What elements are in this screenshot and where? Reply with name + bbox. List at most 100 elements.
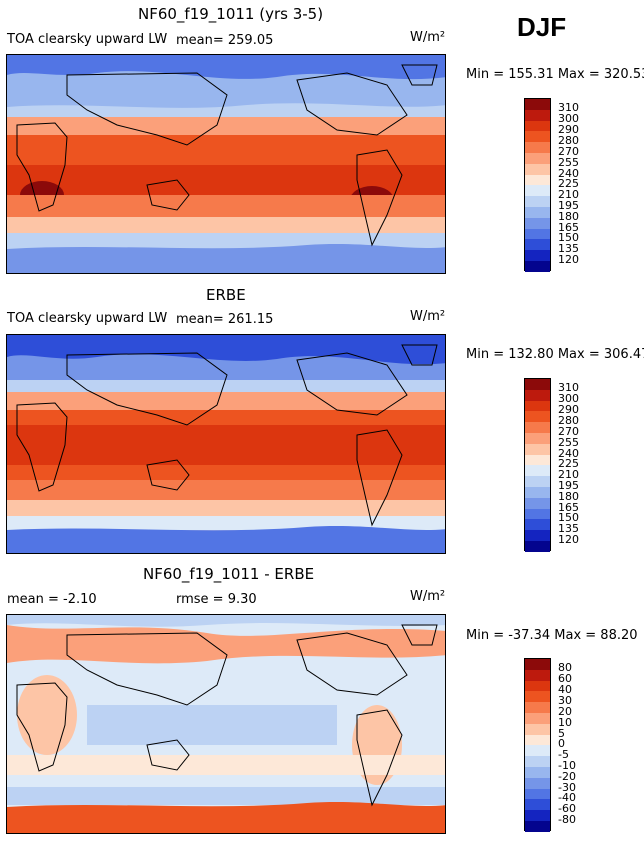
colorbar-2-swatch — [525, 422, 550, 433]
colorbar-2-swatch — [525, 497, 550, 509]
colorbar-2-swatch — [525, 508, 550, 520]
colorbar-3-tick: -5 — [558, 748, 569, 761]
colorbar-1-tick: 290 — [558, 123, 579, 136]
colorbar-1-tick: 120 — [558, 253, 579, 266]
colorbar-3-swatch — [525, 691, 550, 703]
colorbar-1-swatch — [525, 185, 550, 197]
colorbar-2-tick: 165 — [558, 501, 579, 514]
panel-3-mean: mean = -2.10 — [7, 592, 97, 607]
colorbar-1-tick: 135 — [558, 242, 579, 255]
colorbar-3-swatch — [525, 723, 550, 735]
colorbar-1-swatch — [525, 250, 550, 261]
colorbar-2-swatch — [525, 411, 550, 423]
colorbar-1-swatch — [525, 228, 550, 240]
colorbar-2-tick: 120 — [558, 533, 579, 546]
season-label: DJF — [517, 12, 567, 42]
panel-3-rmse: rmse = 9.30 — [176, 592, 257, 607]
panel-2-min-max: Min = 132.80 Max = 306.47 — [466, 347, 644, 362]
colorbar-3-swatch — [525, 745, 550, 757]
colorbar-1-swatch — [525, 239, 550, 251]
colorbar-2-tick: 150 — [558, 511, 579, 524]
colorbar-3-tick: 60 — [558, 672, 572, 685]
panel-3-title: NF60_f19_1011 - ERBE — [143, 565, 315, 583]
map-1-band-south-light — [7, 217, 445, 233]
panel-1-title: NF60_f19_1011 (yrs 3-5) — [138, 5, 324, 23]
colorbar-3-swatch — [525, 820, 550, 832]
colorbar-2-tick: 135 — [558, 522, 579, 535]
colorbar-3-swatch — [525, 788, 550, 800]
colorbar-1-swatch — [525, 142, 550, 153]
colorbar-3-tick: -30 — [558, 781, 576, 794]
colorbar-3-swatch — [525, 756, 550, 767]
colorbar-1-swatch — [525, 196, 550, 207]
colorbar-2-tick: 310 — [558, 381, 579, 394]
colorbar-1-tick: 195 — [558, 199, 579, 212]
map-3-band-southern-ocean — [7, 787, 445, 805]
colorbar-2-swatch — [525, 486, 550, 498]
map-1-antarctica — [7, 244, 445, 273]
map-1-band-tropics — [7, 135, 445, 165]
colorbar-3-swatch — [525, 702, 550, 713]
colorbar-3-tick: -80 — [558, 813, 576, 826]
colorbar-3-tick: 40 — [558, 683, 572, 696]
map-2-arctic-deep-blue — [7, 335, 445, 365]
panel-2-colorbar — [524, 378, 551, 552]
colorbar-3-swatch — [525, 680, 550, 692]
map-2-band-mid-south — [7, 480, 445, 500]
panel-1-variable: TOA clearsky upward LW — [7, 32, 168, 47]
colorbar-2-swatch — [525, 443, 550, 455]
colorbar-3-swatch — [525, 810, 550, 821]
map-2-band-north-light — [7, 380, 445, 392]
colorbar-1-tick: 150 — [558, 231, 579, 244]
colorbar-1-swatch — [525, 109, 550, 121]
colorbar-2-swatch — [525, 540, 550, 552]
colorbar-1-swatch — [525, 260, 550, 272]
panel-2-variable: TOA clearsky upward LW — [7, 311, 168, 326]
colorbar-1-tick: 240 — [558, 167, 579, 180]
colorbar-3-swatch — [525, 669, 550, 681]
colorbar-1-swatch — [525, 131, 550, 143]
panel-1-min-max: Min = 155.31 Max = 320.53 — [466, 67, 644, 82]
colorbar-3-tick: -60 — [558, 802, 576, 815]
colorbar-1-swatch — [525, 99, 550, 110]
map-1-coastlines — [16, 64, 438, 247]
panel-1-colorbar — [524, 98, 551, 272]
colorbar-3-tick: 80 — [558, 661, 572, 674]
panel-2-mean: mean= 261.15 — [176, 312, 274, 327]
colorbar-3-tick: -40 — [558, 791, 576, 804]
colorbar-3-swatch — [525, 712, 550, 724]
colorbar-3-tick: -20 — [558, 770, 576, 783]
colorbar-2-tick: 270 — [558, 425, 579, 438]
colorbar-1-tick: 300 — [558, 112, 579, 125]
colorbar-3-tick: -10 — [558, 759, 576, 772]
panel-1-map — [6, 54, 446, 274]
panel-3-units: W/m² — [410, 589, 446, 604]
colorbar-3-swatch — [525, 659, 550, 670]
colorbar-2-tick: 300 — [558, 392, 579, 405]
colorbar-2-swatch — [525, 454, 550, 466]
map-3-arctic — [7, 615, 445, 627]
colorbar-2-swatch — [525, 530, 550, 541]
panel-3-map — [6, 614, 446, 834]
map-3-antarctica-warm — [7, 802, 445, 833]
colorbar-1-tick: 310 — [558, 101, 579, 114]
panel-1-mean: mean= 259.05 — [176, 33, 274, 48]
colorbar-2-swatch — [525, 519, 550, 531]
colorbar-3-swatch — [525, 734, 550, 746]
colorbar-2-tick: 195 — [558, 479, 579, 492]
colorbar-3-tick: 5 — [558, 727, 565, 740]
colorbar-3-swatch — [525, 777, 550, 789]
map-3-africa-warm — [17, 675, 77, 755]
colorbar-2-tick: 290 — [558, 403, 579, 416]
colorbar-3-tick: 0 — [558, 737, 565, 750]
map-2-antarctica — [7, 526, 445, 553]
colorbar-3-tick: 10 — [558, 716, 572, 729]
map-1-arctic-deep-blue — [7, 55, 445, 80]
colorbar-1-tick: 270 — [558, 145, 579, 158]
colorbar-3-swatch — [525, 799, 550, 811]
colorbar-2-swatch — [525, 389, 550, 401]
colorbar-2-swatch — [525, 476, 550, 487]
map-1-band-sub-north — [7, 117, 445, 135]
colorbar-1-tick: 165 — [558, 221, 579, 234]
map-2-coastlines — [16, 344, 438, 527]
